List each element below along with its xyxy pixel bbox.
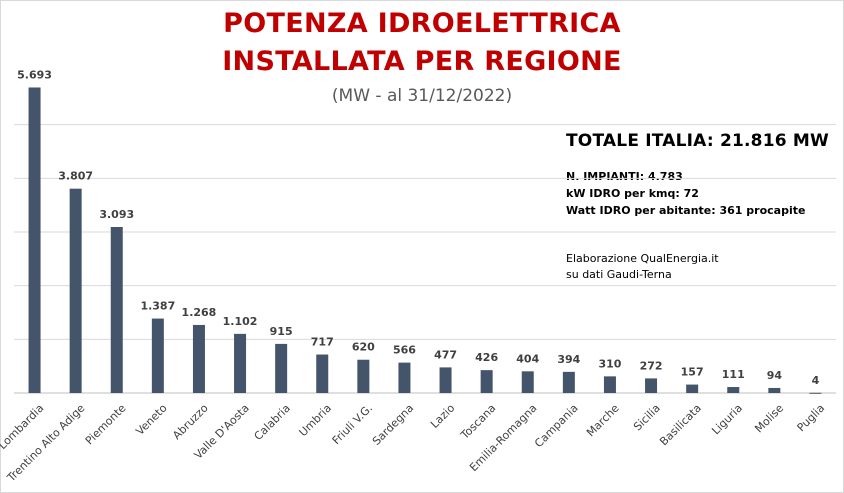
category-label: Friuli V.G. xyxy=(330,402,375,447)
category-label: Liguria xyxy=(709,402,745,438)
bar xyxy=(151,318,164,393)
bar xyxy=(809,392,822,394)
value-label: 404 xyxy=(516,352,539,365)
value-label: 394 xyxy=(557,353,580,366)
chart-title-line-2: INSTALLATA PER REGIONE xyxy=(222,46,622,77)
source-credit-line-2: su dati Gaudi-Terna xyxy=(566,268,672,281)
category-label: Sicilia xyxy=(631,402,663,434)
value-label: 94 xyxy=(767,369,783,382)
value-label: 1.102 xyxy=(223,315,258,328)
value-label: 915 xyxy=(270,325,293,338)
value-label: 111 xyxy=(722,368,745,381)
value-label: 3.093 xyxy=(99,208,134,221)
bar xyxy=(110,227,123,393)
value-label: 620 xyxy=(352,341,375,354)
value-label: 477 xyxy=(434,348,457,361)
bar xyxy=(480,370,493,393)
bar xyxy=(234,333,247,393)
category-label: Toscana xyxy=(458,402,499,443)
bar xyxy=(521,371,534,393)
category-label: Trentino Alto Adige xyxy=(4,401,88,485)
value-label: 566 xyxy=(393,344,416,357)
chart-subtitle: (MW - al 31/12/2022) xyxy=(331,86,513,106)
value-labels: 5.693 3.807 3.093 1.387 1.268 1.102 915 717 620 5… xyxy=(17,68,819,386)
bar xyxy=(686,384,699,393)
stat-kw-per-kmq: kW IDRO per kmq: 72 xyxy=(566,187,699,200)
stat-impianti: N. IMPIANTI: 4.783 xyxy=(566,170,683,183)
category-label: Abruzzo xyxy=(170,401,211,442)
bar xyxy=(69,188,82,393)
value-label: 1.387 xyxy=(140,300,175,313)
value-label: 157 xyxy=(681,366,704,379)
bar xyxy=(768,387,781,393)
chart-title-line-1: POTENZA IDROELETTRICA xyxy=(223,8,621,39)
bar xyxy=(192,324,205,393)
bar xyxy=(439,367,452,393)
category-label: Lazio xyxy=(428,401,457,430)
bar xyxy=(562,371,575,393)
source-credit-line-1: Elaborazione QualEnergia.it xyxy=(566,252,719,265)
category-label: Marche xyxy=(584,401,622,439)
bar xyxy=(316,354,329,393)
value-label: 5.693 xyxy=(17,68,52,81)
value-label: 3.807 xyxy=(58,170,93,183)
value-label: 426 xyxy=(475,351,498,364)
category-label: Calabria xyxy=(252,402,293,443)
bar xyxy=(357,359,370,393)
bars xyxy=(28,87,822,394)
category-label: Piemonte xyxy=(83,401,129,447)
value-label: 4 xyxy=(812,374,820,387)
bar xyxy=(398,362,411,393)
category-label: Veneto xyxy=(133,401,169,437)
bar xyxy=(603,376,616,393)
value-label: 272 xyxy=(640,359,663,372)
category-label: Basilicata xyxy=(657,402,704,449)
gridlines xyxy=(14,124,836,394)
bar xyxy=(275,343,288,393)
bar xyxy=(727,387,740,393)
category-label: Molise xyxy=(752,401,786,435)
category-label: Puglia xyxy=(795,402,828,435)
category-label: Sardegna xyxy=(370,402,416,448)
value-label: 717 xyxy=(311,336,334,349)
category-label: Umbria xyxy=(296,402,334,440)
total-italia-label: TOTALE ITALIA: 21.816 MW xyxy=(566,131,829,151)
bar xyxy=(28,87,41,393)
value-label: 310 xyxy=(598,357,621,370)
category-label: Campania xyxy=(532,402,581,451)
value-label: 1.268 xyxy=(182,306,217,319)
bar xyxy=(645,378,658,393)
stat-watt-per-abitante: Watt IDRO per abitante: 361 procapite xyxy=(566,204,806,217)
